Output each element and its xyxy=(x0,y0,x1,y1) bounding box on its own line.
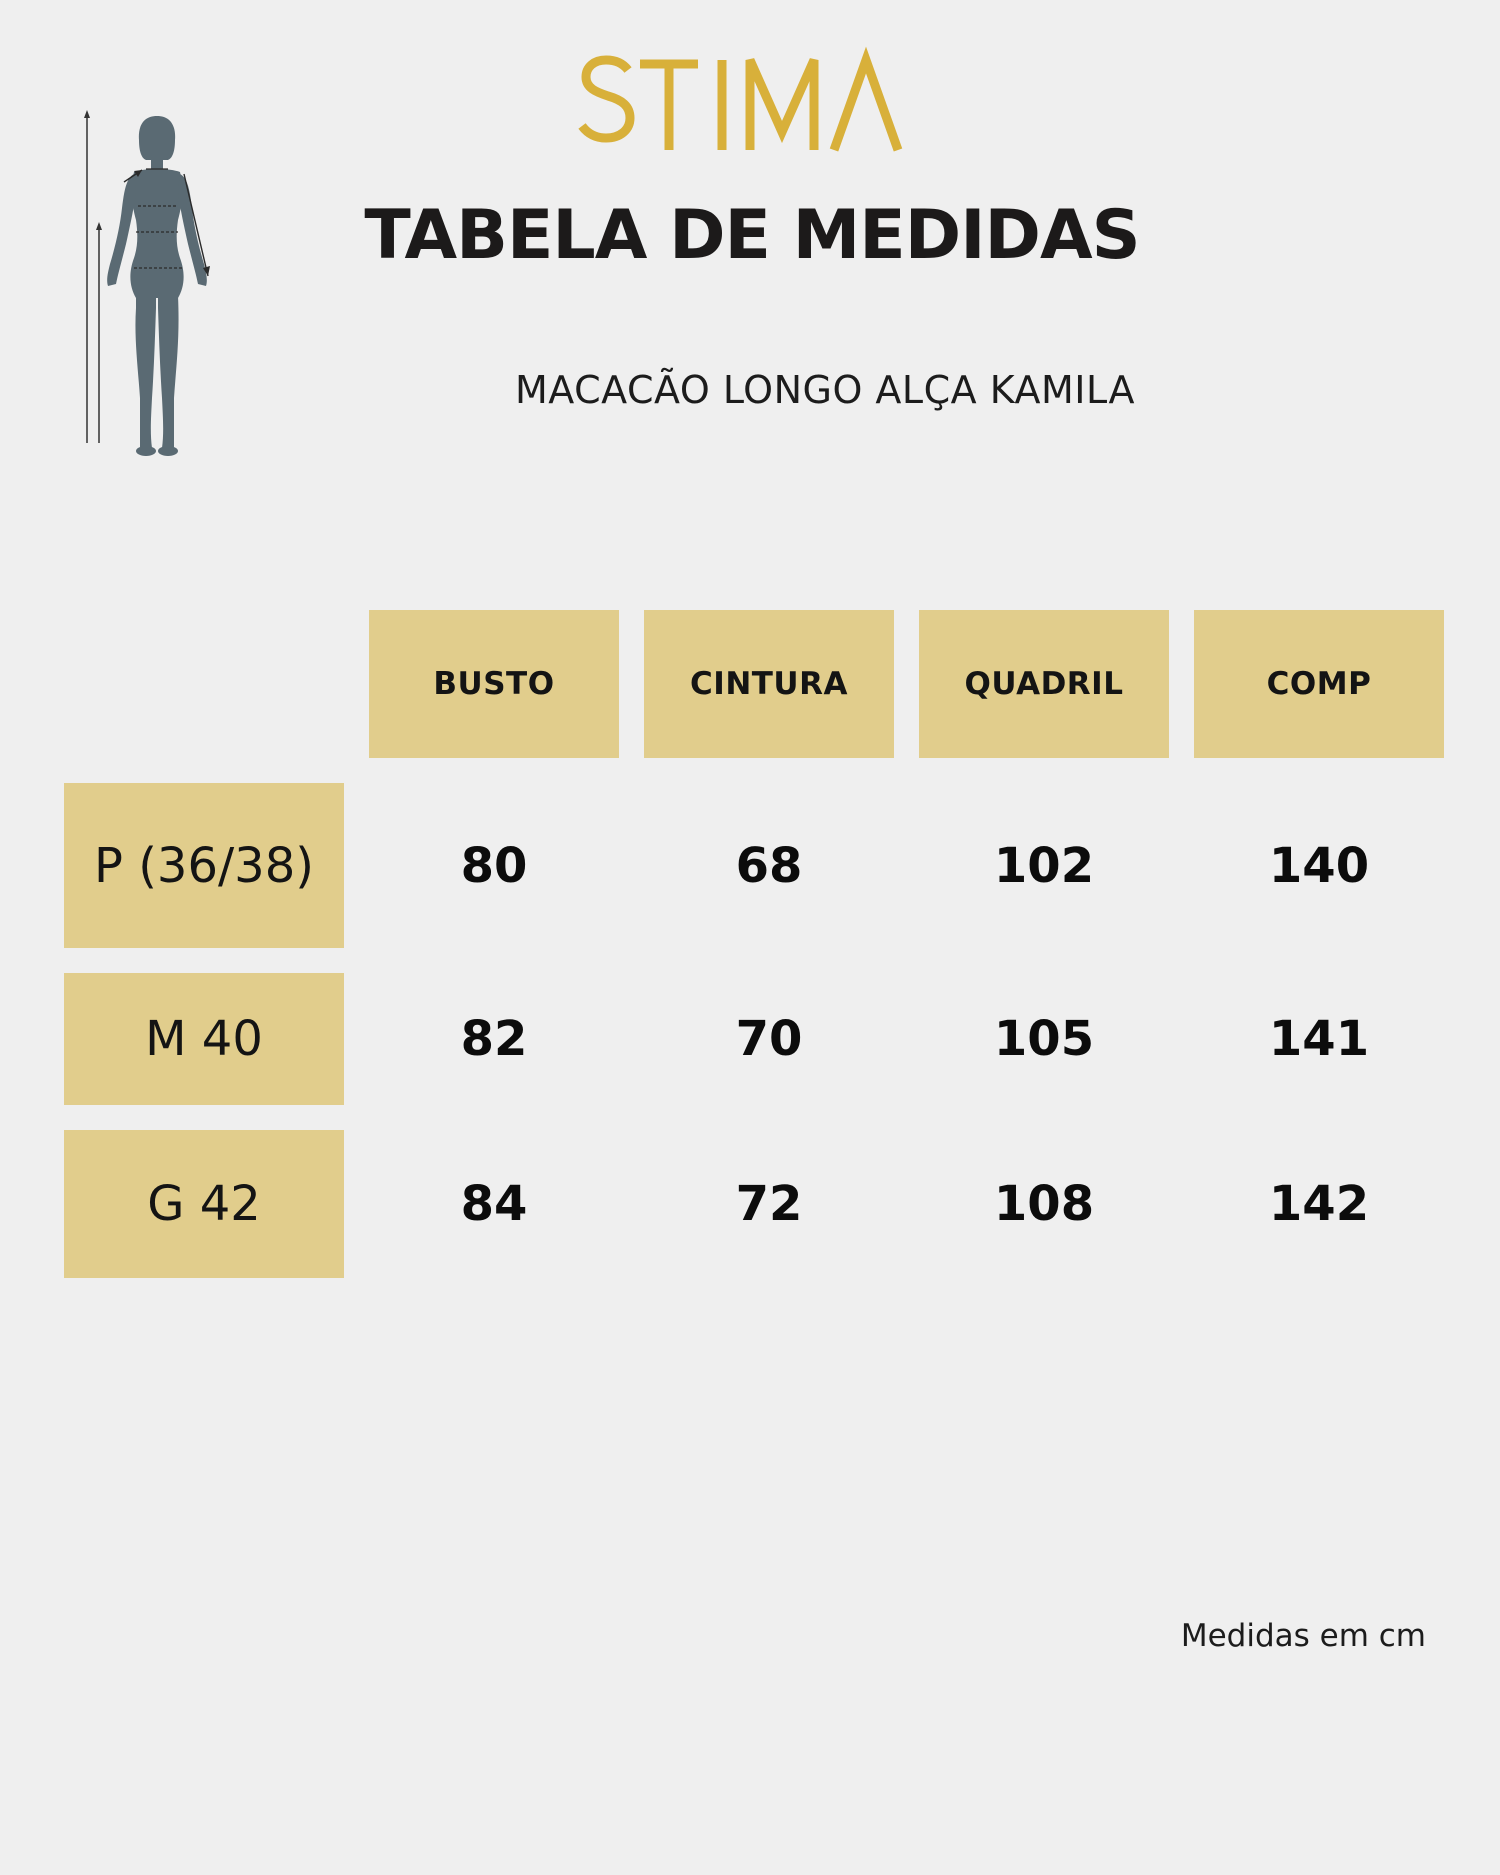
column-header-cintura: CINTURA xyxy=(644,610,894,758)
size-label-p: P (36/38) xyxy=(64,783,344,948)
column-header-quadril: QUADRIL xyxy=(919,610,1169,758)
column-header-comp: COMP xyxy=(1194,610,1444,758)
units-note: Medidas em cm xyxy=(1180,1618,1426,1654)
column-header-busto: BUSTO xyxy=(369,610,619,758)
table-cell: 102 xyxy=(993,837,1095,894)
table-cell: 141 xyxy=(1268,1011,1370,1067)
table-cell: 72 xyxy=(735,1176,803,1232)
table-cell: 84 xyxy=(460,1176,528,1232)
table-cell: 140 xyxy=(1268,837,1370,894)
female-body-measure-icon xyxy=(78,108,228,458)
table-cell: 80 xyxy=(460,837,528,894)
table-cell: 142 xyxy=(1268,1176,1370,1232)
page-title: TABELA DE MEDIDAS xyxy=(364,196,1140,275)
table-cell: 82 xyxy=(460,1011,528,1067)
size-label-m: M 40 xyxy=(64,973,344,1105)
product-name: MACACÃO LONGO ALÇA KAMILA xyxy=(515,368,1135,412)
brand-logo xyxy=(570,42,910,162)
table-cell: 105 xyxy=(993,1011,1095,1067)
table-cell: 70 xyxy=(735,1011,803,1067)
size-label-g: G 42 xyxy=(64,1130,344,1278)
table-cell: 108 xyxy=(993,1176,1095,1232)
table-cell: 68 xyxy=(735,837,803,894)
